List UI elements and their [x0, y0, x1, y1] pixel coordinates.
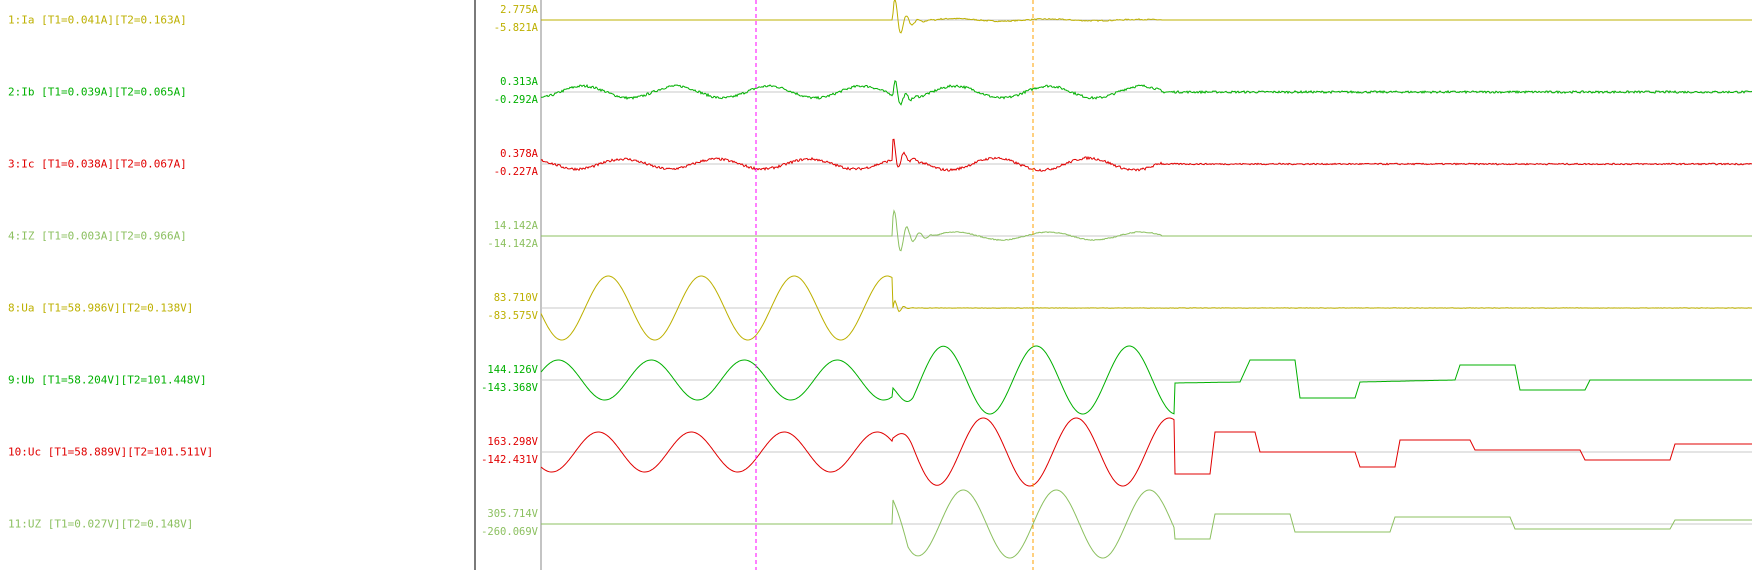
channel-min-iz: -14.142A — [487, 238, 538, 250]
scale-column: 2.775A -5.821A 0.313A -0.292A 0.378A -0.… — [476, 0, 540, 570]
channel-list: 1:Ia [T1=0.041A][T2=0.163A] 2:Ib [T1=0.0… — [0, 0, 474, 570]
channel-max-iz: 14.142A — [493, 220, 538, 232]
waveform-ic — [540, 138, 1752, 172]
waveform-uz — [541, 489, 1752, 559]
panel-splitter[interactable] — [474, 0, 476, 570]
channel-min-ia: -5.821A — [493, 22, 538, 34]
channel-max-ua: 83.710V — [493, 292, 538, 304]
channel-label-ua[interactable]: 8:Ua [T1=58.986V][T2=0.138V] — [8, 301, 194, 315]
channel-label-ic[interactable]: 3:Ic [T1=0.038A][T2=0.067A] — [8, 157, 187, 171]
channel-label-iz[interactable]: 4:IZ [T1=0.003A][T2=0.966A] — [8, 229, 187, 243]
waveform-ua — [540, 275, 1752, 341]
channel-min-ua: -83.575V — [487, 310, 538, 322]
waveform-ia — [541, 0, 1752, 34]
channel-label-uz[interactable]: 11:UZ [T1=0.027V][T2=0.148V] — [8, 517, 194, 531]
channel-max-uc: 163.298V — [487, 436, 538, 448]
channel-min-uz: -260.069V — [481, 526, 538, 538]
channel-label-uc[interactable]: 10:Uc [T1=58.889V][T2=101.511V] — [8, 445, 214, 459]
channel-max-ib: 0.313A — [500, 76, 538, 88]
channel-min-ic: -0.227A — [493, 166, 538, 178]
channel-label-ib[interactable]: 2:Ib [T1=0.039A][T2=0.065A] — [8, 85, 187, 99]
waveform-iz — [541, 209, 1752, 252]
channel-max-ia: 2.775A — [500, 4, 538, 16]
channel-label-ub[interactable]: 9:Ub [T1=58.204V][T2=101.448V] — [8, 373, 207, 387]
channel-max-uz: 305.714V — [487, 508, 538, 520]
channel-min-ub: -143.368V — [481, 382, 538, 394]
waveform-ib — [541, 79, 1752, 106]
channel-min-ib: -0.292A — [493, 94, 538, 106]
channel-min-uc: -142.431V — [481, 454, 538, 466]
channel-max-ub: 144.126V — [487, 364, 538, 376]
waveform-ub — [540, 345, 1752, 415]
waveform-uc — [540, 417, 1752, 487]
channel-max-ic: 0.378A — [500, 148, 538, 160]
channel-label-ia[interactable]: 1:Ia [T1=0.041A][T2=0.163A] — [8, 13, 187, 27]
